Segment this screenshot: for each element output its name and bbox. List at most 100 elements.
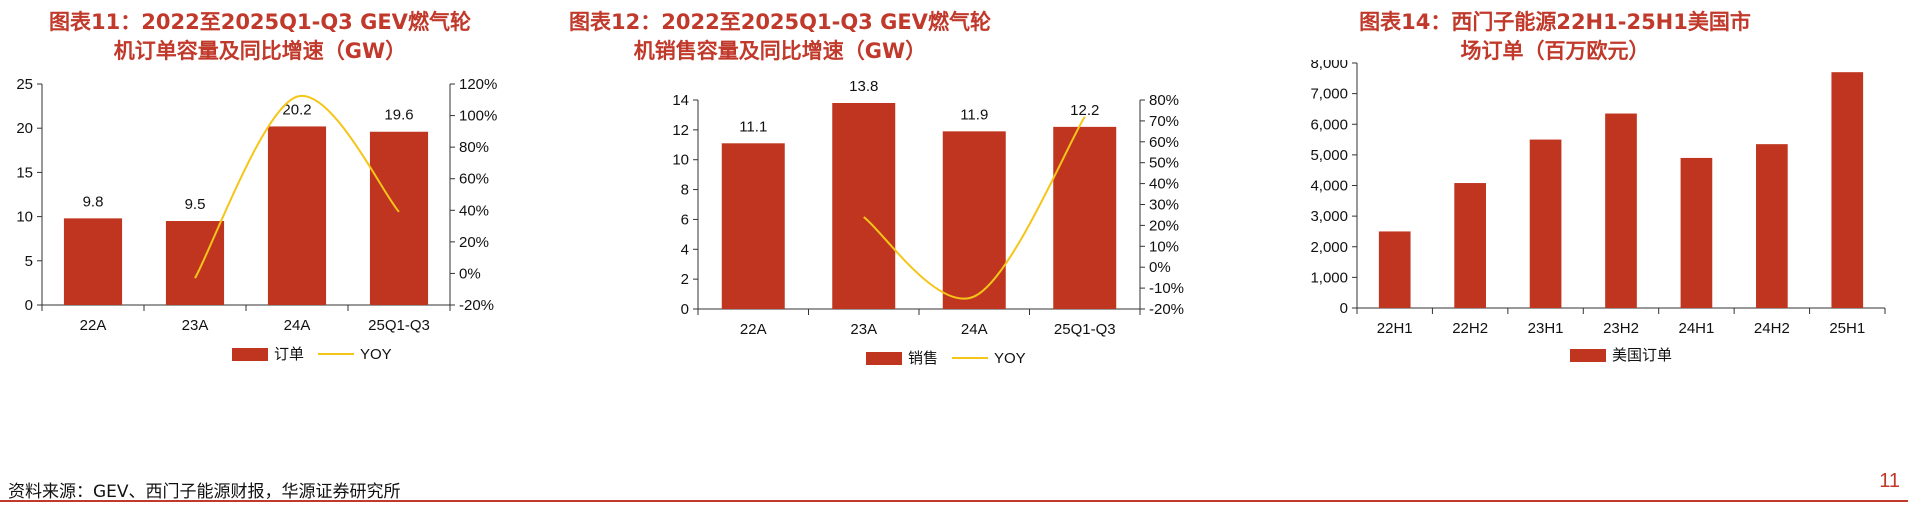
page-number: 11	[1879, 470, 1900, 492]
legend-label-bar: 美国订单	[1612, 347, 1672, 364]
x-tick-label: 24H2	[1754, 320, 1790, 337]
y-tick-label: 12	[672, 122, 689, 139]
bar	[1053, 126, 1117, 309]
y2-tick-label: 20%	[459, 234, 489, 251]
bar-data-label: 19.6	[384, 107, 413, 124]
x-tick-label: 24A	[284, 317, 311, 334]
chart3-title: 图表14：西门子能源22H1-25H1美国市 场订单（百万欧元）	[1275, 8, 1835, 66]
y-tick-label: 2,000	[1310, 239, 1348, 256]
y-tick-label: 0	[681, 301, 689, 318]
y-tick-label: 0	[25, 297, 33, 314]
y2-tick-label: 30%	[1149, 197, 1179, 214]
y2-tick-label: 0%	[459, 265, 481, 282]
x-tick-label: 23H2	[1603, 320, 1639, 337]
y-tick-label: 8	[681, 182, 689, 199]
chart1-title: 图表11：2022至2025Q1-Q3 GEV燃气轮 机订单容量及同比增速（GW…	[20, 8, 500, 66]
bar-data-label: 13.8	[849, 78, 878, 95]
y2-tick-label: 20%	[1149, 217, 1179, 234]
y2-tick-label: -10%	[1149, 280, 1184, 297]
bar	[1605, 113, 1637, 308]
x-tick-label: 25Q1-Q3	[1054, 321, 1116, 338]
x-tick-label: 23A	[182, 317, 209, 334]
legend-label-bar: 销售	[908, 350, 938, 367]
y2-tick-label: 80%	[1149, 92, 1179, 109]
y-tick-label: 4	[681, 241, 689, 258]
y2-tick-label: -20%	[459, 297, 494, 314]
y2-tick-label: 80%	[459, 139, 489, 156]
x-tick-label: 23A	[850, 321, 877, 338]
legend-swatch-bar	[866, 352, 902, 365]
bar-data-label: 11.1	[739, 118, 767, 135]
footer-source: 资料来源：GEV、西门子能源财报，华源证券研究所	[8, 482, 401, 502]
y2-tick-label: 10%	[1149, 238, 1179, 255]
chart3-title-line2: 场订单（百万欧元）	[1460, 39, 1650, 63]
bar	[63, 218, 123, 305]
bar-data-label: 20.2	[282, 101, 311, 118]
y2-tick-label: 50%	[1149, 155, 1179, 172]
bar	[1680, 157, 1713, 308]
y-tick-label: 0	[1340, 300, 1348, 317]
y2-tick-label: 100%	[459, 108, 497, 125]
legend-swatch-bar	[232, 348, 268, 361]
legend-label-line: YOY	[994, 350, 1026, 367]
y-tick-label: 10	[16, 209, 33, 226]
chart1-title-line1: 图表11：2022至2025Q1-Q3 GEV燃气轮	[49, 10, 471, 34]
y-tick-label: 20	[16, 120, 33, 137]
bar-data-label: 12.2	[1070, 102, 1099, 119]
y-tick-label: 15	[16, 164, 33, 181]
chart2: 0 2 4 6 8 10 12 14 -20% -10% 0% 10% 20% 30% 40% 50% 60% 7…	[672, 78, 1184, 367]
y2-tick-label: -20%	[1149, 301, 1184, 318]
y-tick-label: 7,000	[1310, 86, 1348, 103]
bar	[369, 131, 429, 305]
bar	[1756, 144, 1788, 308]
bottom-rule	[0, 500, 1908, 502]
y-tick-label: 8,000	[1310, 60, 1348, 72]
y2-tick-label: 60%	[459, 171, 489, 188]
y-tick-label: 5,000	[1310, 147, 1348, 164]
legend-label-line: YOY	[360, 346, 392, 363]
chart2-title: 图表12：2022至2025Q1-Q3 GEV燃气轮 机销售容量及同比增速（GW…	[540, 8, 1020, 66]
series-line-yoy	[194, 94, 400, 279]
y-tick-label: 6,000	[1310, 116, 1348, 133]
legend-swatch-bar	[1570, 349, 1606, 362]
bar	[267, 126, 327, 305]
x-tick-label: 24A	[961, 321, 988, 338]
y2-tick-label: 70%	[1149, 113, 1179, 130]
legend-label-bar: 订单	[274, 346, 304, 363]
y-tick-label: 4,000	[1310, 178, 1348, 195]
x-tick-label: 25Q1-Q3	[368, 317, 430, 334]
bar	[1529, 139, 1562, 308]
chart2-title-line2: 机销售容量及同比增速（GW）	[633, 39, 927, 63]
y2-tick-label: 40%	[459, 202, 489, 219]
bar	[721, 143, 785, 309]
y-tick-label: 3,000	[1310, 208, 1348, 225]
bar	[1454, 183, 1486, 308]
series-line-yoy	[863, 116, 1086, 300]
bar	[1378, 231, 1411, 308]
y-tick-label: 10	[672, 152, 689, 169]
chart3: 0 1,000 2,000 3,000 4,000 5,000 6,000 7,000 8,00…	[1310, 60, 1886, 364]
chart1-title-line2: 机订单容量及同比增速（GW）	[113, 39, 407, 63]
x-tick-label: 22H2	[1452, 320, 1488, 337]
y2-tick-label: 120%	[459, 76, 497, 93]
y2-tick-label: 60%	[1149, 134, 1179, 151]
x-tick-label: 25H1	[1829, 320, 1865, 337]
y2-tick-label: 0%	[1149, 259, 1171, 276]
y-tick-label: 25	[16, 76, 33, 93]
chart2-title-line1: 图表12：2022至2025Q1-Q3 GEV燃气轮	[569, 10, 991, 34]
x-tick-label: 22A	[740, 321, 767, 338]
x-tick-label: 24H1	[1678, 320, 1714, 337]
bar-data-label: 9.5	[185, 196, 206, 213]
x-tick-label: 23H1	[1528, 320, 1564, 337]
y2-tick-label: 40%	[1149, 176, 1179, 193]
chart1: 0 5 10 15 20 25 -20% 0% 20% 40% 60% 80% 100% 120% 22A 2…	[16, 76, 497, 363]
y-tick-label: 2	[681, 271, 689, 288]
y-tick-label: 1,000	[1310, 269, 1348, 286]
bar	[1831, 72, 1864, 308]
bar-data-label: 9.8	[83, 193, 104, 210]
bar	[942, 131, 1006, 309]
chart3-title-line1: 图表14：西门子能源22H1-25H1美国市	[1359, 10, 1751, 34]
x-tick-label: 22A	[80, 317, 107, 334]
y-tick-label: 5	[25, 253, 33, 270]
x-tick-label: 22H1	[1377, 320, 1413, 337]
